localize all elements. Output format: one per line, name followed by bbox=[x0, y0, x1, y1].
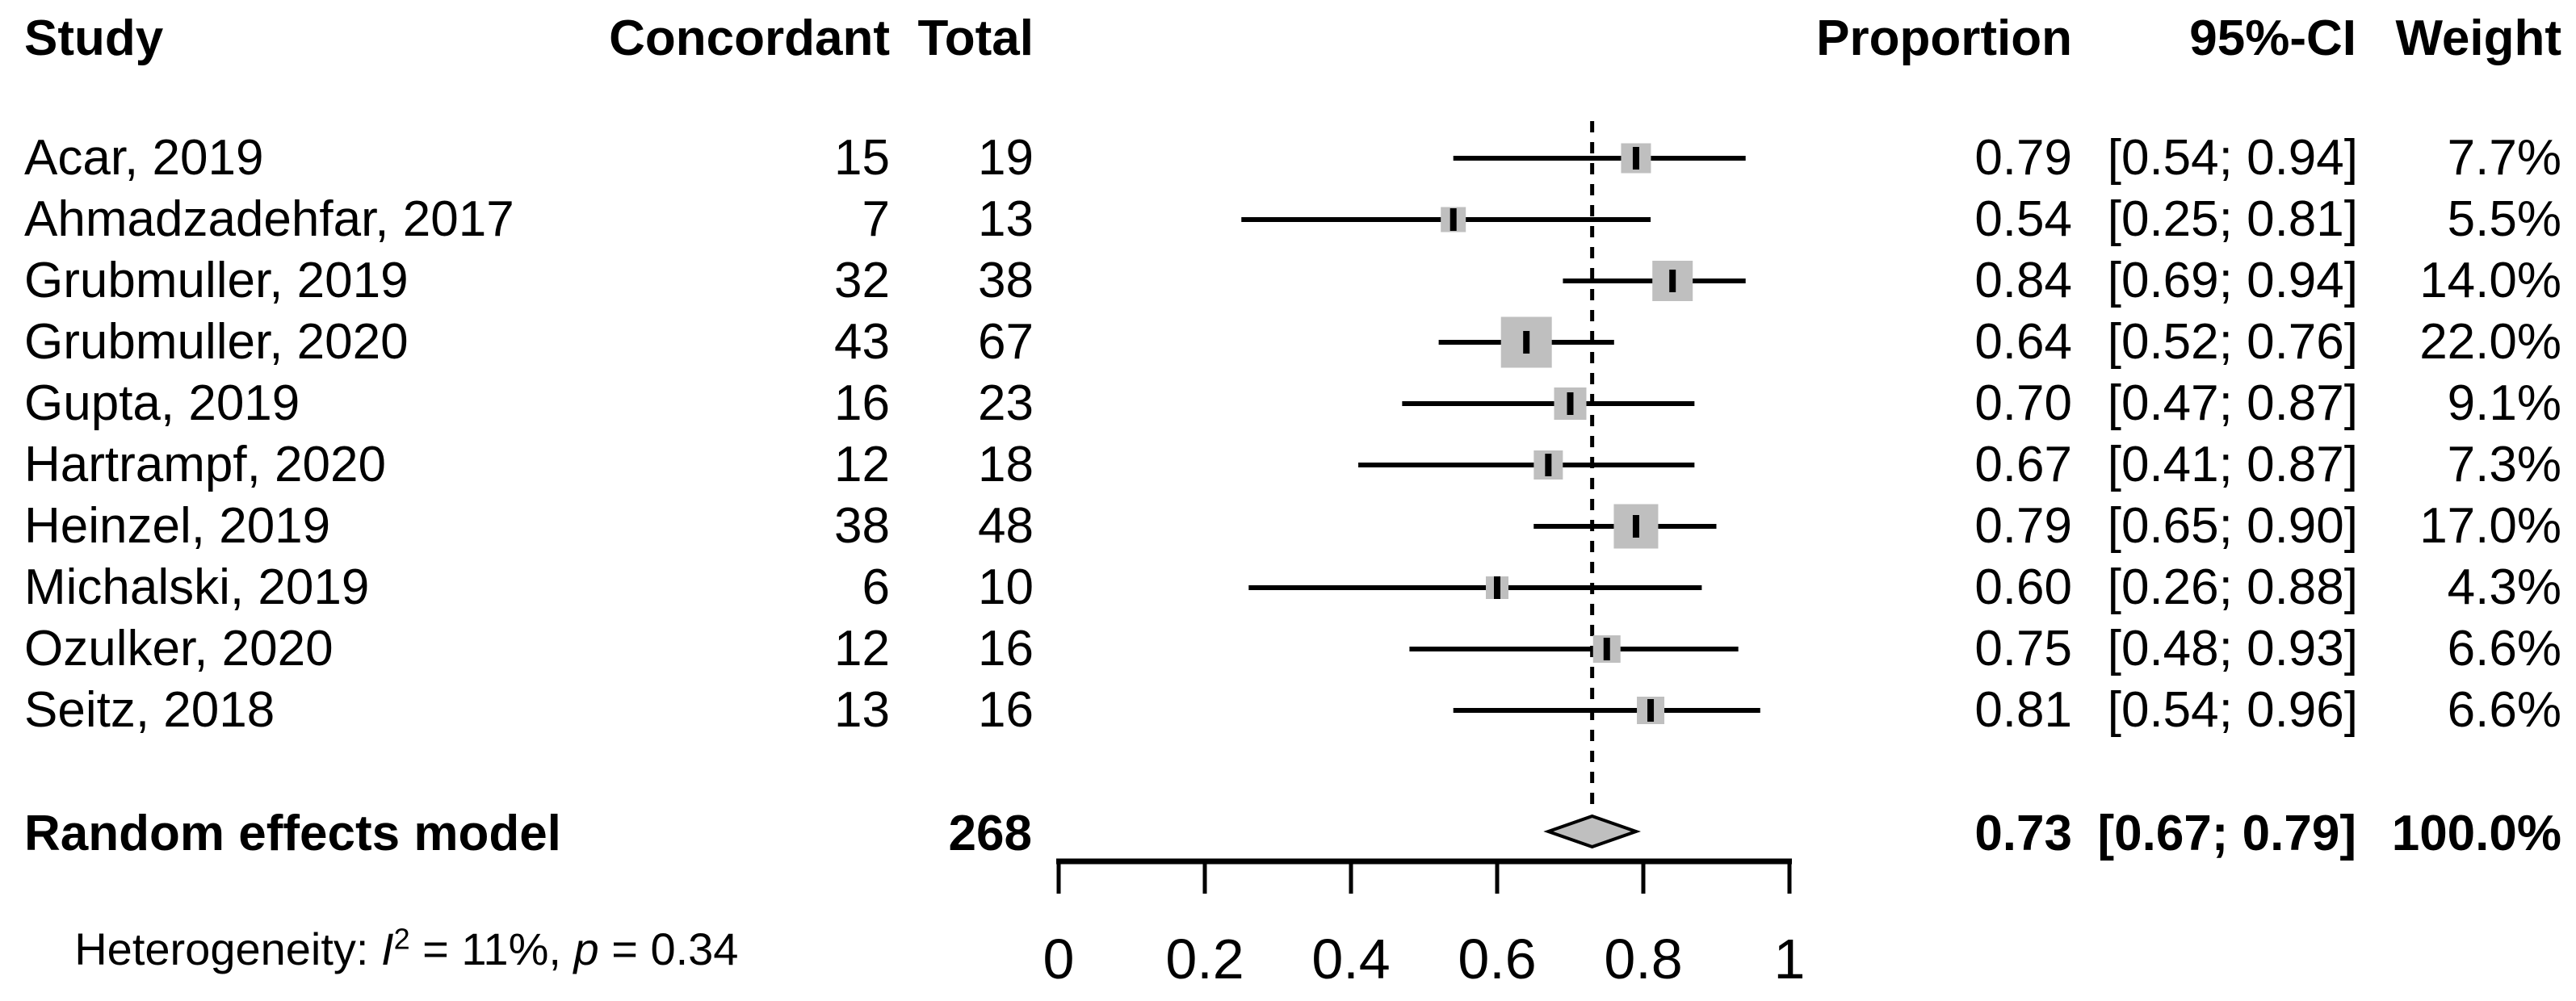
weight-value: 22.0% bbox=[2419, 314, 2561, 370]
total-value: 10 bbox=[978, 559, 1034, 615]
x-axis-tick-label: 0.8 bbox=[1604, 928, 1682, 991]
study-label: Seitz, 2018 bbox=[24, 682, 275, 738]
summary-ci: [0.67; 0.79] bbox=[2097, 806, 2356, 861]
column-header-weight: Weight bbox=[2395, 10, 2562, 66]
concordant-value: 43 bbox=[834, 314, 890, 370]
estimate-tick bbox=[1632, 515, 1639, 538]
summary-label: Random effects model bbox=[24, 806, 561, 861]
concordant-value: 13 bbox=[834, 682, 890, 738]
ci-value: [0.65; 0.90] bbox=[2107, 498, 2358, 554]
study-label: Hartrampf, 2020 bbox=[24, 437, 386, 492]
proportion-value: 0.70 bbox=[1974, 375, 2072, 431]
total-value: 16 bbox=[978, 682, 1034, 738]
ci-value: [0.47; 0.87] bbox=[2107, 375, 2358, 431]
total-value: 67 bbox=[978, 314, 1034, 370]
x-axis-tick-label: 0.6 bbox=[1458, 928, 1536, 991]
column-header-study: Study bbox=[24, 10, 164, 66]
ci-value: [0.26; 0.88] bbox=[2107, 559, 2358, 615]
ci-value: [0.52; 0.76] bbox=[2107, 314, 2358, 370]
estimate-tick bbox=[1450, 208, 1457, 231]
total-value: 19 bbox=[978, 130, 1034, 186]
study-label: Heinzel, 2019 bbox=[24, 498, 331, 554]
estimate-tick bbox=[1523, 331, 1530, 354]
x-axis-tick-label: 1 bbox=[1774, 928, 1806, 991]
estimate-tick bbox=[1494, 576, 1500, 599]
summary-proportion: 0.73 bbox=[1974, 806, 2072, 861]
column-header-proportion: Proportion bbox=[1816, 10, 2072, 66]
weight-value: 5.5% bbox=[2447, 191, 2561, 247]
concordant-value: 12 bbox=[834, 621, 890, 676]
column-header-total: Total bbox=[917, 10, 1034, 66]
weight-value: 6.6% bbox=[2447, 682, 2561, 738]
ci-value: [0.48; 0.93] bbox=[2107, 621, 2358, 676]
concordant-value: 32 bbox=[834, 253, 890, 308]
proportion-value: 0.67 bbox=[1974, 437, 2072, 492]
estimate-tick bbox=[1632, 147, 1639, 170]
weight-value: 7.3% bbox=[2447, 437, 2561, 492]
total-value: 23 bbox=[978, 375, 1034, 431]
concordant-value: 38 bbox=[834, 498, 890, 554]
weight-value: 17.0% bbox=[2419, 498, 2561, 554]
x-axis-tick-label: 0.4 bbox=[1311, 928, 1390, 991]
summary-weight: 100.0% bbox=[2391, 806, 2561, 861]
study-label: Ozulker, 2020 bbox=[24, 621, 334, 676]
ci-value: [0.69; 0.94] bbox=[2107, 253, 2358, 308]
total-value: 18 bbox=[978, 437, 1034, 492]
i-squared-symbol: I bbox=[381, 924, 394, 974]
study-label: Acar, 2019 bbox=[24, 130, 264, 186]
proportion-value: 0.75 bbox=[1974, 621, 2072, 676]
proportion-value: 0.79 bbox=[1974, 130, 2072, 186]
concordant-value: 15 bbox=[834, 130, 890, 186]
summary-total: 268 bbox=[948, 806, 1032, 861]
concordant-value: 16 bbox=[834, 375, 890, 431]
ci-value: [0.54; 0.96] bbox=[2107, 682, 2358, 738]
study-label: Ahmadzadehfar, 2017 bbox=[24, 191, 514, 247]
weight-value: 7.7% bbox=[2447, 130, 2561, 186]
column-header-concordant: Concordant bbox=[609, 10, 890, 66]
column-header-ci: 95%-CI bbox=[2189, 10, 2356, 66]
ci-value: [0.41; 0.87] bbox=[2107, 437, 2358, 492]
estimate-tick bbox=[1647, 699, 1655, 722]
estimate-tick bbox=[1669, 270, 1676, 292]
proportion-value: 0.81 bbox=[1974, 682, 2072, 738]
weight-value: 9.1% bbox=[2447, 375, 2561, 431]
heterogeneity-note: Heterogeneity: I2 = 11%, p = 0.34 bbox=[74, 922, 739, 974]
weight-value: 6.6% bbox=[2447, 621, 2561, 676]
concordant-value: 6 bbox=[862, 559, 890, 615]
weight-value: 14.0% bbox=[2419, 253, 2561, 308]
total-value: 38 bbox=[978, 253, 1034, 308]
total-value: 13 bbox=[978, 191, 1034, 247]
study-label: Michalski, 2019 bbox=[24, 559, 370, 615]
estimate-tick bbox=[1567, 392, 1574, 415]
estimate-tick bbox=[1545, 454, 1552, 476]
estimate-tick bbox=[1603, 638, 1610, 660]
ci-value: [0.54; 0.94] bbox=[2107, 130, 2358, 186]
x-axis-tick-label: 0 bbox=[1043, 928, 1075, 991]
proportion-value: 0.64 bbox=[1974, 314, 2072, 370]
proportion-value: 0.54 bbox=[1974, 191, 2072, 247]
proportion-value: 0.84 bbox=[1974, 253, 2072, 308]
total-value: 48 bbox=[978, 498, 1034, 554]
study-label: Gupta, 2019 bbox=[24, 375, 300, 431]
total-value: 16 bbox=[978, 621, 1034, 676]
ci-value: [0.25; 0.81] bbox=[2107, 191, 2358, 247]
proportion-value: 0.60 bbox=[1974, 559, 2072, 615]
concordant-value: 12 bbox=[834, 437, 890, 492]
study-label: Grubmuller, 2020 bbox=[24, 314, 409, 370]
pooled-diamond bbox=[1543, 814, 1642, 849]
proportion-value: 0.79 bbox=[1974, 498, 2072, 554]
concordant-value: 7 bbox=[862, 191, 890, 247]
p-symbol: p bbox=[573, 924, 599, 974]
study-label: Grubmuller, 2019 bbox=[24, 253, 409, 308]
x-axis-tick-label: 0.2 bbox=[1165, 928, 1244, 991]
weight-value: 4.3% bbox=[2447, 559, 2561, 615]
